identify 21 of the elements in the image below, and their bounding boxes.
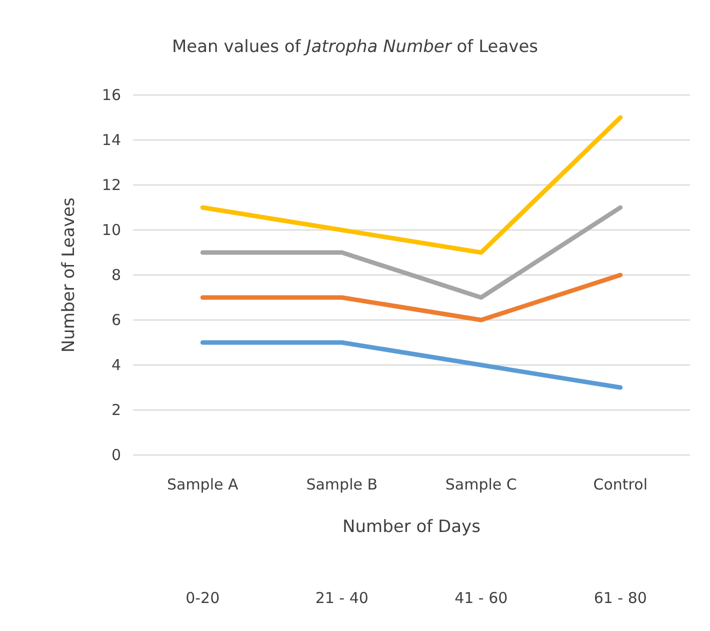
x-tick-label: Control bbox=[593, 476, 648, 494]
y-tick-label: 10 bbox=[102, 220, 121, 239]
chart-title: Mean values of Jatropha Number of Leaves bbox=[172, 37, 538, 57]
text: 41 - 60 bbox=[454, 589, 508, 607]
x-tick-label: Sample C bbox=[445, 476, 517, 494]
x-axis-title: Number of Days bbox=[342, 517, 481, 537]
y-tick-label: 8 bbox=[111, 266, 121, 284]
text: 0-20 bbox=[186, 589, 220, 607]
x-tick-label: Sample B bbox=[306, 476, 378, 494]
line-series bbox=[200, 115, 623, 255]
y-tick-label: 12 bbox=[102, 176, 121, 194]
text: 61 - 80 bbox=[594, 589, 647, 607]
y-tick-label: 6 bbox=[111, 310, 121, 329]
y-axis-title: Number of Leaves bbox=[59, 197, 79, 352]
x-tick-label: Sample A bbox=[166, 476, 239, 494]
y-tick-label: 14 bbox=[102, 130, 121, 149]
y-tick-label: 4 bbox=[111, 356, 121, 374]
text: 21 - 40 bbox=[315, 589, 368, 607]
y-tick-label: 16 bbox=[102, 86, 121, 104]
y-tick-label: 2 bbox=[111, 400, 121, 419]
y-tick-label: 0 bbox=[111, 446, 121, 464]
